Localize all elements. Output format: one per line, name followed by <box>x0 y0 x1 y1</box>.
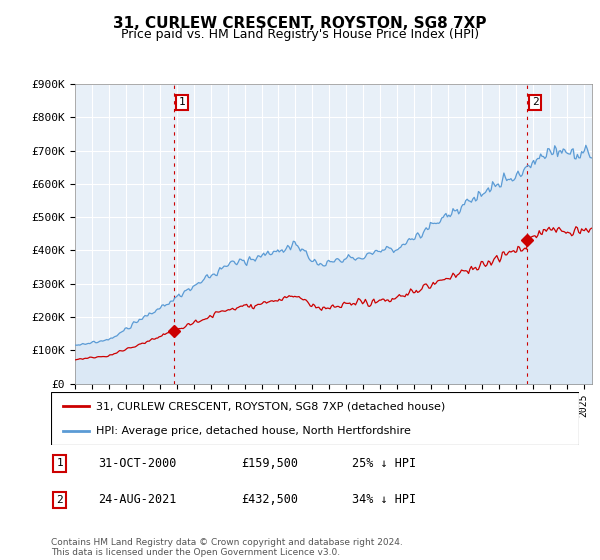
Text: 25% ↓ HPI: 25% ↓ HPI <box>352 457 416 470</box>
Text: £432,500: £432,500 <box>241 493 298 506</box>
Text: 24-AUG-2021: 24-AUG-2021 <box>98 493 177 506</box>
Text: Contains HM Land Registry data © Crown copyright and database right 2024.
This d: Contains HM Land Registry data © Crown c… <box>51 538 403 557</box>
Text: HPI: Average price, detached house, North Hertfordshire: HPI: Average price, detached house, Nort… <box>96 426 411 436</box>
FancyBboxPatch shape <box>51 392 579 445</box>
Text: £159,500: £159,500 <box>241 457 298 470</box>
Text: Price paid vs. HM Land Registry's House Price Index (HPI): Price paid vs. HM Land Registry's House … <box>121 28 479 41</box>
Text: 34% ↓ HPI: 34% ↓ HPI <box>352 493 416 506</box>
Text: 1: 1 <box>179 97 185 108</box>
Text: 2: 2 <box>56 495 63 505</box>
Text: 2: 2 <box>532 97 539 108</box>
Text: 31, CURLEW CRESCENT, ROYSTON, SG8 7XP (detached house): 31, CURLEW CRESCENT, ROYSTON, SG8 7XP (d… <box>96 402 445 412</box>
Text: 31-OCT-2000: 31-OCT-2000 <box>98 457 177 470</box>
Text: 1: 1 <box>56 459 63 468</box>
Text: 31, CURLEW CRESCENT, ROYSTON, SG8 7XP: 31, CURLEW CRESCENT, ROYSTON, SG8 7XP <box>113 16 487 31</box>
